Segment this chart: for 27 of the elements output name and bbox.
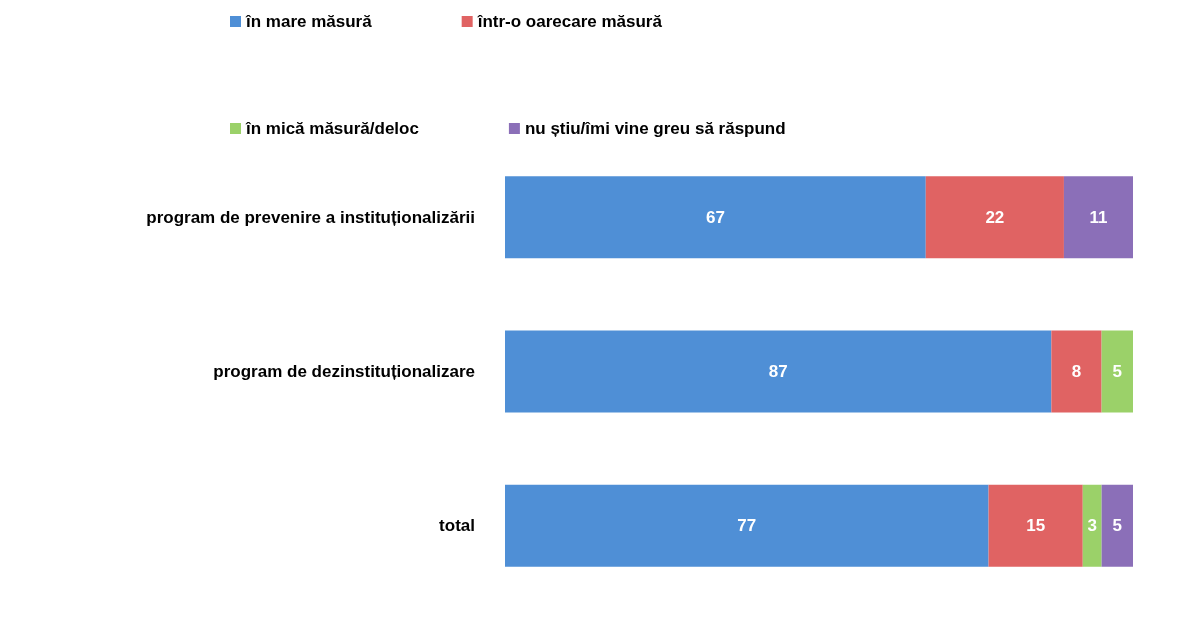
bar bbox=[1101, 484, 1133, 567]
data-label: 15 bbox=[1026, 516, 1046, 536]
data-label: 67 bbox=[705, 207, 725, 227]
bar bbox=[1082, 484, 1102, 567]
legend-label: în mică măsură/deloc bbox=[245, 119, 419, 138]
data-label: 11 bbox=[1089, 207, 1108, 227]
legend-label: într-o oarecare măsură bbox=[476, 12, 663, 31]
data-label: 5 bbox=[1112, 362, 1123, 381]
bar bbox=[505, 484, 989, 567]
y-tick-label: program de prevenire a instituționalizării bbox=[146, 207, 475, 227]
bar bbox=[505, 176, 926, 259]
legend-label: în mare măsură bbox=[245, 12, 373, 31]
bar bbox=[988, 484, 1083, 567]
data-label: 87 bbox=[768, 362, 788, 381]
data-label: 3 bbox=[1087, 516, 1097, 536]
bar bbox=[925, 176, 1064, 259]
y-tick-label: total bbox=[439, 516, 475, 536]
bar bbox=[1063, 176, 1133, 259]
y-tick-label: program de dezinstituționalizare bbox=[213, 362, 475, 381]
bar bbox=[1051, 330, 1102, 413]
bar bbox=[1101, 330, 1133, 413]
bar bbox=[505, 330, 1052, 413]
legend-label: nu știu/îmi vine greu să răspund bbox=[524, 119, 786, 138]
data-label: 22 bbox=[985, 207, 1005, 227]
data-label: 77 bbox=[737, 516, 757, 536]
data-label: 8 bbox=[1071, 362, 1082, 381]
data-label: 5 bbox=[1112, 516, 1123, 536]
